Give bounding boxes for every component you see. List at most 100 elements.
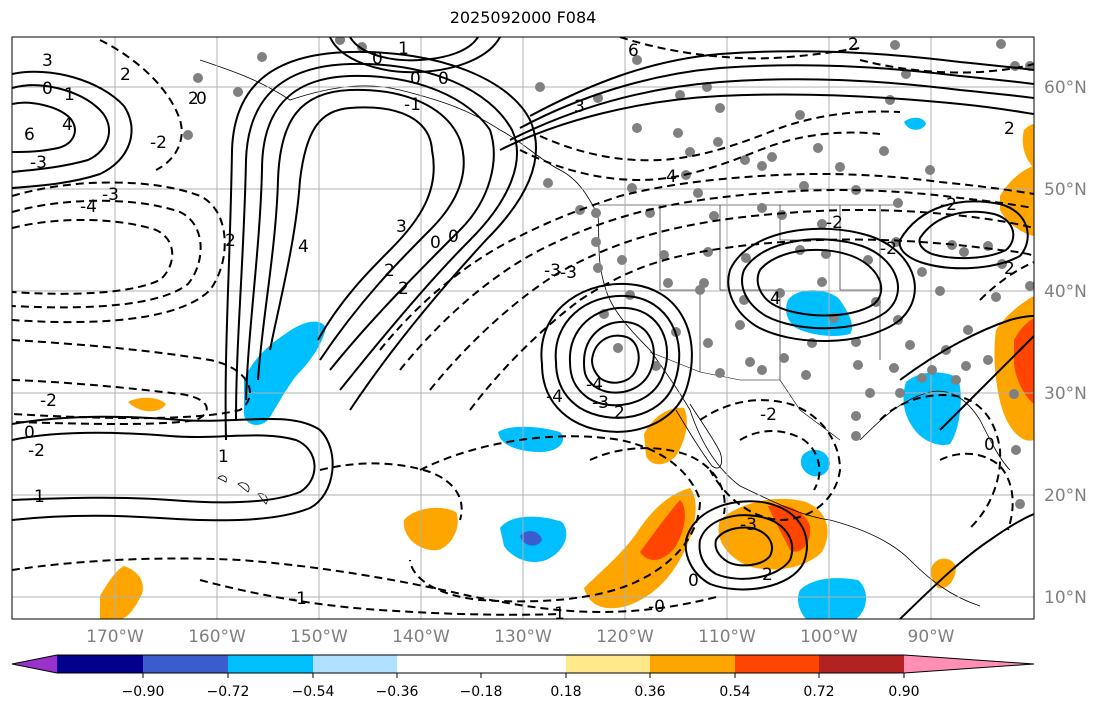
contour-label: -3 — [544, 261, 561, 281]
contour-label: 2 — [848, 35, 859, 55]
lon-label: 160°W — [188, 627, 246, 647]
contour-west-2 — [12, 70, 133, 189]
contour-label: -1 — [548, 604, 565, 624]
shade-orange-baja — [644, 407, 687, 465]
shade-red-east — [1014, 318, 1034, 404]
contour-label: -3 — [560, 263, 577, 283]
colorbar-tick: −0.36 — [376, 684, 419, 700]
contour-label: 2 — [225, 231, 236, 251]
colorbar-seg-2 — [143, 655, 228, 673]
colorbar-tick: −0.72 — [207, 684, 250, 700]
contour-label: 0 — [430, 233, 441, 253]
lon-label: 100°W — [800, 627, 858, 647]
contour-arctic-1 — [329, 37, 501, 74]
contour-ridge-5 — [224, 50, 538, 441]
contour-tropical-dash-2 — [319, 462, 463, 521]
shade-orange-northeast-top — [1022, 124, 1034, 168]
contour-north-dash-1 — [619, 37, 861, 60]
longitude-labels: 170°W 160°W 150°W 140°W 130°W 120°W 110°… — [86, 627, 955, 647]
colorbar-tick: 0.72 — [803, 684, 834, 700]
contour-label: -2 — [40, 391, 57, 411]
contour-north-1 — [499, 93, 1034, 151]
contour-label: 0 — [448, 227, 459, 247]
shade-blue-mexico — [800, 449, 830, 477]
coastlines — [199, 59, 1011, 607]
contour-pacific-nw-2 — [539, 110, 901, 162]
lat-label: 30°N — [1044, 384, 1087, 404]
contour-plains-3 — [727, 227, 916, 343]
colorbar-tick: 0.36 — [634, 684, 665, 700]
contour-tropic-low-1 — [698, 514, 794, 580]
contour-label: 0 — [410, 69, 421, 89]
shade-orange-hawaii — [128, 397, 166, 412]
contour-label: -1 — [404, 95, 421, 115]
lon-label: 150°W — [290, 627, 348, 647]
contour-label: 4 — [298, 237, 309, 257]
contour-ridge-2 — [257, 88, 465, 381]
contour-trough-2 — [12, 199, 202, 309]
contour-label: 1 — [218, 447, 229, 467]
contour-label: -2 — [826, 213, 843, 233]
colorbar-seg-9 — [819, 655, 904, 673]
contour-west-3 — [12, 101, 76, 153]
lon-label: 140°W — [392, 627, 450, 647]
contour-subtrop-3 — [199, 579, 561, 616]
contour-tropical-dash-1 — [589, 447, 726, 515]
contour-label: -3 — [740, 515, 757, 535]
colorbar-tick-marks — [142, 673, 905, 678]
contour-label: 2 — [384, 261, 395, 281]
contour-label: 6 — [24, 125, 35, 145]
map-title: 2025092000 F084 — [449, 8, 597, 27]
contour-plains-2 — [741, 238, 899, 330]
contour-gulf-2 — [939, 452, 1014, 531]
contour-label: -4 — [546, 387, 563, 407]
contour-label: 2 — [762, 565, 773, 585]
contour-west-1 — [12, 84, 110, 173]
shade-red-mexico — [640, 500, 685, 560]
contour-cutoff-5 — [590, 334, 640, 384]
contour-label: 0 — [984, 435, 995, 455]
colorbar: −0.90 −0.72 −0.54 −0.36 −0.18 0.18 0.36 … — [11, 654, 1035, 700]
contour-trough-1 — [12, 181, 226, 324]
colorbar-outline — [11, 654, 1035, 674]
coast-hawaii-2 — [237, 482, 250, 493]
contour-label: 0 — [196, 89, 207, 109]
colorbar-seg-7 — [650, 655, 735, 673]
contour-cutoff-1 — [582, 320, 655, 394]
contour-label: 2 — [120, 65, 131, 85]
contour-jet-1 — [379, 173, 1034, 351]
contour-east-1 — [899, 513, 1034, 619]
contour-label: 2 — [398, 279, 409, 299]
shade-orange-sw — [100, 566, 143, 619]
contour-cutoff-4 — [540, 282, 693, 433]
coast-hawaii-1 — [217, 475, 227, 483]
colorbar-seg-6 — [566, 655, 650, 673]
gridlines — [12, 37, 1034, 619]
contour-label: 2 — [614, 403, 625, 423]
contour-label: 2 — [1004, 119, 1015, 139]
shade-darkblue-tropical — [520, 531, 542, 546]
contour-label: 1 — [398, 39, 409, 59]
contour-jet-2 — [399, 189, 1034, 371]
lon-label: 90°W — [908, 627, 955, 647]
contour-lines — [12, 37, 1034, 619]
contour-label: -2 — [940, 195, 957, 215]
coast-baja — [675, 403, 722, 469]
contour-ridge-1 — [269, 106, 435, 351]
contour-label: -3 — [592, 393, 609, 413]
contour-plains-1 — [756, 248, 883, 317]
lat-label: 40°N — [1044, 282, 1087, 302]
colorbar-seg-5 — [397, 655, 566, 673]
contour-north-dash-2 — [859, 59, 1034, 74]
colorbar-tick: 0.18 — [550, 684, 581, 700]
shade-blue-plains — [786, 290, 853, 336]
contour-jet-3 — [429, 209, 1034, 391]
shade-blue-canada — [904, 117, 926, 130]
contour-ridge-3 — [245, 74, 495, 401]
lon-label: 170°W — [86, 627, 144, 647]
colorbar-seg-8 — [735, 655, 819, 673]
contour-label: 0 — [688, 571, 699, 591]
contour-label: 1 — [64, 85, 75, 105]
contour-label: -0 — [648, 597, 665, 617]
